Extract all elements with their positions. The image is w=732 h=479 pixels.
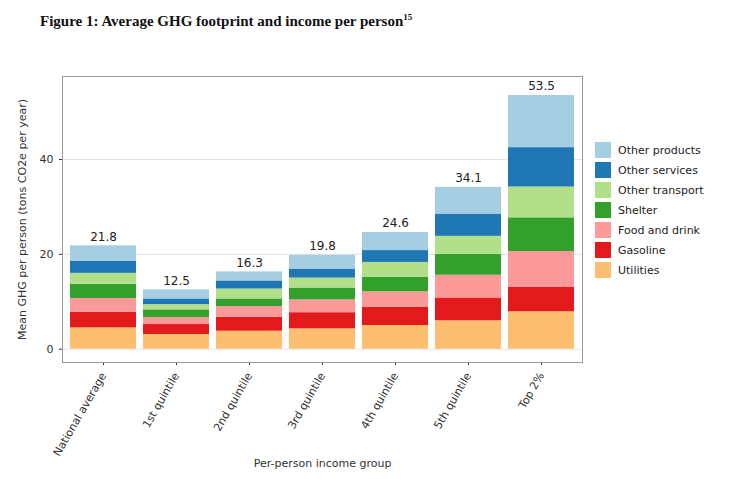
html-text:Gasoline: Gasoline [618,243,666,257]
svg-text:Top 2%: Top 2% [516,370,548,412]
svg-text:16.3: 16.3 [236,256,263,270]
html-text:Utilities: Utilities [618,263,660,277]
html-text:Other services: Other services [618,163,698,177]
html-text:Food and drink: Food and drink [618,223,700,237]
html-text:Other products: Other products [618,143,701,157]
svg-text:3rd quintile: 3rd quintile [285,370,328,431]
svg-text:Per-person income group: Per-person income group [254,457,392,470]
html-text:Shelter: Shelter [618,203,658,217]
svg-text:53.5: 53.5 [528,79,555,93]
svg-text:Mean GHG per person (tons CO2e: Mean GHG per person (tons CO2e per year) [16,99,29,340]
svg-text:40: 40 [40,153,54,166]
svg-text:21.8: 21.8 [90,230,117,244]
html-text:Other transport: Other transport [618,183,704,197]
svg-text:12.5: 12.5 [163,274,190,288]
svg-text:19.8: 19.8 [309,239,336,253]
html-text:Figure 1: Average GHG footprin: Figure 1: Average GHG footprint and inco… [40,12,413,29]
svg-text:24.6: 24.6 [382,216,409,230]
svg-text:5th quintile: 5th quintile [431,370,474,431]
svg-text:34.1: 34.1 [455,171,482,185]
svg-text:4th quintile: 4th quintile [358,370,401,431]
svg-text:0: 0 [47,343,54,356]
svg-text:1st quintile: 1st quintile [140,370,182,430]
svg-text:National average: National average [51,370,110,458]
svg-text:20: 20 [40,248,54,261]
svg-text:2nd quintile: 2nd quintile [211,370,255,434]
